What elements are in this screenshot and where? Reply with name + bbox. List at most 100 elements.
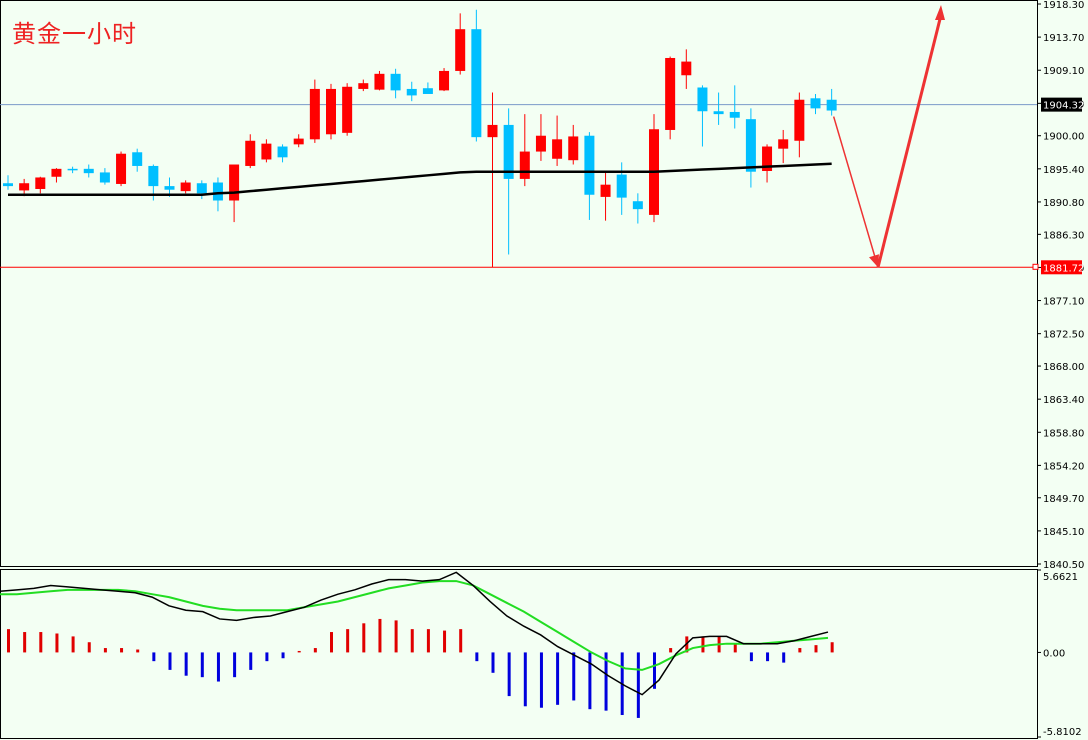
macd-histogram-bar [216,652,220,682]
candle-body[interactable] [439,70,450,91]
support-price-label: 1881.72 [1043,263,1084,274]
macd-histogram-bar [782,652,786,663]
candle-body[interactable] [729,111,740,118]
macd-y-tick-label: -5.8102 [1043,727,1082,738]
candle-body[interactable] [568,136,579,161]
candle-body[interactable] [245,140,256,166]
macd-histogram-bar [297,650,301,653]
candle-body[interactable] [552,139,563,159]
candle-body[interactable] [309,88,320,140]
candle-body[interactable] [503,124,514,179]
candle-body[interactable] [116,153,127,184]
macd-histogram-bar [103,648,107,653]
macd-histogram-bar [475,652,479,662]
macd-histogram-bar [766,652,770,662]
macd-histogram-bar [7,629,10,653]
y-tick-label: 1854.20 [1043,461,1084,472]
candle-body[interactable] [277,146,288,158]
candle-body[interactable] [67,168,78,171]
macd-main-line [0,571,829,696]
current-price-tag [1041,97,1082,112]
candle-body[interactable] [471,29,482,138]
macd-histogram-bar [249,652,253,670]
macd-histogram-bar [539,652,543,708]
candle-body[interactable] [713,111,724,115]
macd-histogram-bar [588,652,592,710]
macd-histogram-bar [281,652,285,659]
candle-body[interactable] [600,184,611,197]
moving-average-line [8,162,832,196]
macd-histogram-bar [572,652,576,701]
candle-body[interactable] [390,73,401,91]
macd-histogram-bar [507,652,511,697]
macd-y-tick-label: 5.6621 [1043,572,1078,583]
candle-body[interactable] [326,88,336,135]
candle-body[interactable] [83,168,94,174]
current-price-label: 1904.32 [1043,101,1084,112]
candle-body[interactable] [148,165,159,187]
macd-histogram-bar [459,629,463,653]
candle-body[interactable] [487,124,498,138]
y-tick-label: 1909.10 [1043,66,1084,77]
candle-body[interactable] [132,152,143,166]
candle-body[interactable] [697,87,708,112]
candle-body[interactable] [99,172,110,183]
y-tick-label: 1858.80 [1043,428,1084,439]
macd-histogram-bar [152,652,156,662]
candle-body[interactable] [212,182,223,201]
macd-histogram-bar [749,652,753,662]
candle-body[interactable] [261,143,272,160]
candle-body[interactable] [406,88,417,96]
candle-body[interactable] [422,88,433,94]
candle-body[interactable] [616,174,627,198]
candle-body[interactable] [3,183,13,187]
y-tick-label: 1840.50 [1043,560,1084,571]
macd-histogram-bar [410,629,414,653]
candle-body[interactable] [794,99,805,141]
projection-down-line [832,116,879,268]
candle-body[interactable] [632,201,643,210]
macd-histogram-bar [136,649,140,653]
y-tick-label: 1872.50 [1043,330,1084,341]
macd-histogram-bar [636,652,640,718]
macd-histogram-bar [701,636,705,653]
candle-body[interactable] [681,61,692,76]
candle-body[interactable] [229,164,240,201]
candle-body[interactable] [293,138,304,145]
candle-body[interactable] [455,29,466,71]
macd-histogram-bar [168,652,172,670]
candle-body[interactable] [519,151,530,179]
macd-histogram-bar [39,632,43,653]
candle-body[interactable] [19,183,30,191]
y-tick-label: 1913.70 [1043,33,1084,44]
candle-body[interactable] [358,83,369,89]
candle-body[interactable] [665,57,676,130]
macd-histogram-bar [346,629,350,653]
macd-histogram-bar [733,643,737,653]
support-line-handle[interactable] [1032,263,1039,270]
projection-down-arrowhead [869,254,879,268]
candle-body[interactable] [51,168,62,177]
candle-body[interactable] [584,135,595,195]
candle-body[interactable] [35,177,46,189]
candle-body[interactable] [342,86,353,133]
candle-body[interactable] [778,139,789,149]
main-plot-frame [0,0,1038,567]
candle-body[interactable] [180,182,191,192]
macd-histogram-bar [814,645,818,653]
macd-histogram-bar [443,630,447,653]
macd-histogram-bar [604,652,608,711]
candle-body[interactable] [374,73,385,90]
candle-body[interactable] [164,186,175,190]
candle-body[interactable] [826,99,837,111]
y-tick-label: 1849.70 [1043,494,1084,505]
candle-body[interactable] [762,146,773,171]
candle-body[interactable] [745,119,756,172]
candle-body[interactable] [196,183,207,194]
candle-body[interactable] [535,135,546,152]
candle-body[interactable] [810,98,821,109]
macd-histogram-bar [830,642,834,653]
support-price-tag [1041,260,1082,275]
macd-histogram-bar [330,632,333,653]
